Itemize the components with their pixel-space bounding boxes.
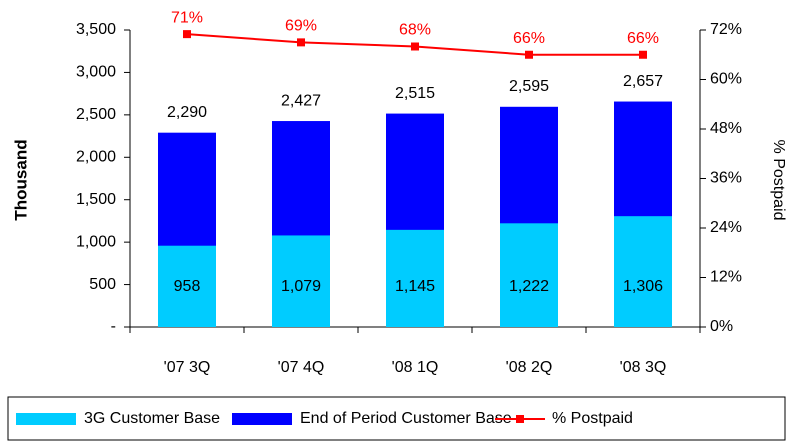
data-label: 1,222 bbox=[509, 278, 549, 295]
bar bbox=[272, 235, 330, 327]
marker bbox=[183, 30, 191, 39]
marker bbox=[297, 38, 305, 47]
data-label: 2,290 bbox=[167, 104, 207, 121]
x-tick-label: '07 4Q bbox=[278, 359, 325, 376]
y-tick-label: 1,000 bbox=[76, 233, 116, 250]
y-axis-title: Thousand bbox=[11, 139, 30, 220]
bar bbox=[614, 216, 672, 327]
y-tick-label: 2,000 bbox=[76, 149, 116, 166]
bar bbox=[500, 223, 558, 327]
data-label: 68% bbox=[399, 22, 431, 39]
data-label: 66% bbox=[513, 30, 545, 47]
data-label: 2,515 bbox=[395, 85, 435, 102]
x-tick-label: '08 3Q bbox=[620, 359, 667, 376]
y2-axis-title: % Postpaid bbox=[770, 140, 787, 221]
data-label: 1,079 bbox=[281, 278, 321, 295]
y2-tick-label: 12% bbox=[710, 269, 742, 286]
bar bbox=[158, 245, 216, 327]
marker bbox=[411, 42, 419, 51]
marker bbox=[639, 50, 647, 59]
bar bbox=[386, 229, 444, 327]
legend-label: End of Period Customer Base bbox=[300, 410, 512, 427]
x-tick-label: '07 3Q bbox=[164, 359, 211, 376]
data-label: 958 bbox=[174, 278, 201, 295]
y2-tick-label: 48% bbox=[710, 120, 742, 137]
y2-tick-label: 0% bbox=[710, 318, 733, 335]
x-tick-label: '08 1Q bbox=[392, 359, 439, 376]
data-label: 1,306 bbox=[623, 278, 663, 295]
marker bbox=[525, 50, 533, 59]
data-label: 71% bbox=[171, 9, 203, 26]
y2-tick-label: 24% bbox=[710, 219, 742, 236]
legend-swatch bbox=[232, 413, 292, 425]
data-label: 1,145 bbox=[395, 278, 435, 295]
data-label: 2,657 bbox=[623, 73, 663, 90]
data-label: 69% bbox=[285, 18, 317, 35]
legend-label: 3G Customer Base bbox=[84, 410, 220, 427]
x-tick-label: '08 2Q bbox=[506, 359, 553, 376]
y-tick-label: 1,500 bbox=[76, 191, 116, 208]
legend-swatch bbox=[16, 413, 76, 425]
y-tick-label: 3,000 bbox=[76, 64, 116, 81]
y2-tick-label: 60% bbox=[710, 71, 742, 88]
y-tick-label: 2,500 bbox=[76, 106, 116, 123]
legend-marker bbox=[516, 415, 524, 423]
y-tick-label: 3,500 bbox=[76, 21, 116, 38]
legend-label: % Postpaid bbox=[552, 410, 633, 427]
y2-tick-label: 36% bbox=[710, 170, 742, 187]
legend-box bbox=[7, 396, 786, 441]
y2-tick-label: 72% bbox=[710, 21, 742, 38]
data-label: 66% bbox=[627, 30, 659, 47]
data-label: 2,595 bbox=[509, 78, 549, 95]
y-tick-label: 500 bbox=[89, 276, 116, 293]
y-tick-label: - bbox=[111, 318, 116, 335]
data-label: 2,427 bbox=[281, 92, 321, 109]
